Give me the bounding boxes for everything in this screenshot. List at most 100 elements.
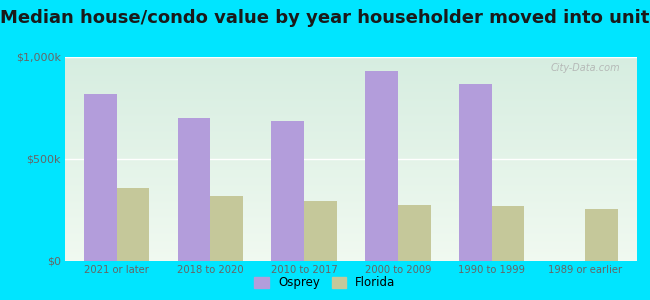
Bar: [65, 68, 637, 69]
Bar: [65, 187, 637, 188]
Bar: [586, 209, 618, 261]
Bar: [65, 235, 637, 236]
Bar: [65, 259, 637, 260]
Bar: [65, 90, 637, 91]
Bar: [65, 129, 637, 130]
Bar: [65, 65, 637, 66]
Bar: [65, 172, 637, 173]
Bar: [65, 200, 637, 201]
Bar: [65, 256, 637, 257]
Bar: [65, 159, 637, 160]
Bar: [65, 161, 637, 162]
Bar: [65, 141, 637, 142]
Bar: [65, 219, 637, 220]
Bar: [65, 134, 637, 136]
Bar: [65, 80, 637, 82]
Bar: [65, 133, 637, 134]
Bar: [65, 115, 637, 116]
Bar: [65, 69, 637, 70]
Bar: [65, 100, 637, 101]
Bar: [65, 93, 637, 94]
Bar: [65, 216, 637, 217]
Bar: [65, 123, 637, 124]
Bar: [65, 83, 637, 85]
Bar: [65, 67, 637, 68]
Bar: [65, 189, 637, 190]
Bar: [65, 210, 637, 211]
Bar: [65, 247, 637, 248]
Bar: [65, 146, 637, 147]
Bar: [65, 120, 637, 121]
Bar: [65, 145, 637, 146]
Bar: [65, 202, 637, 203]
Bar: [491, 206, 525, 261]
Bar: [65, 253, 637, 254]
Bar: [65, 116, 637, 117]
Bar: [65, 180, 637, 181]
Bar: [65, 214, 637, 215]
Text: Median house/condo value by year householder moved into unit: Median house/condo value by year househo…: [0, 9, 650, 27]
Bar: [65, 173, 637, 174]
Bar: [65, 125, 637, 126]
Bar: [65, 157, 637, 158]
Bar: [65, 170, 637, 171]
Bar: [65, 243, 637, 244]
Bar: [65, 258, 637, 259]
Bar: [65, 60, 637, 61]
Bar: [65, 179, 637, 180]
Bar: [84, 94, 116, 261]
Bar: [65, 241, 637, 242]
Bar: [271, 121, 304, 261]
Bar: [65, 155, 637, 156]
Bar: [65, 163, 637, 164]
Bar: [65, 151, 637, 152]
Bar: [65, 201, 637, 202]
Bar: [65, 136, 637, 138]
Bar: [65, 162, 637, 163]
Bar: [65, 168, 637, 169]
Bar: [65, 112, 637, 113]
Bar: [65, 108, 637, 109]
Bar: [65, 232, 637, 233]
Bar: [65, 158, 637, 159]
Bar: [65, 193, 637, 194]
Bar: [65, 126, 637, 128]
Bar: [65, 63, 637, 64]
Bar: [65, 225, 637, 226]
Text: City-Data.com: City-Data.com: [550, 63, 620, 73]
Bar: [65, 177, 637, 178]
Bar: [65, 124, 637, 125]
Bar: [65, 147, 637, 148]
Bar: [65, 250, 637, 251]
Bar: [65, 139, 637, 140]
Bar: [65, 92, 637, 93]
Bar: [65, 223, 637, 224]
Bar: [65, 228, 637, 230]
Bar: [65, 91, 637, 92]
Bar: [65, 206, 637, 207]
Bar: [65, 260, 637, 261]
Bar: [65, 184, 637, 185]
Bar: [65, 209, 637, 210]
Bar: [65, 95, 637, 96]
Bar: [65, 96, 637, 97]
Bar: [65, 233, 637, 235]
Bar: [65, 213, 637, 214]
Bar: [65, 142, 637, 143]
Bar: [65, 255, 637, 256]
Bar: [65, 178, 637, 179]
Bar: [65, 188, 637, 189]
Bar: [65, 251, 637, 252]
Bar: [65, 257, 637, 258]
Bar: [65, 160, 637, 161]
Bar: [65, 66, 637, 67]
Bar: [65, 131, 637, 133]
Bar: [65, 85, 637, 87]
Bar: [65, 140, 637, 141]
Bar: [65, 167, 637, 168]
Bar: [65, 74, 637, 75]
Bar: [65, 171, 637, 172]
Bar: [398, 205, 431, 261]
Bar: [65, 244, 637, 245]
Bar: [65, 110, 637, 111]
